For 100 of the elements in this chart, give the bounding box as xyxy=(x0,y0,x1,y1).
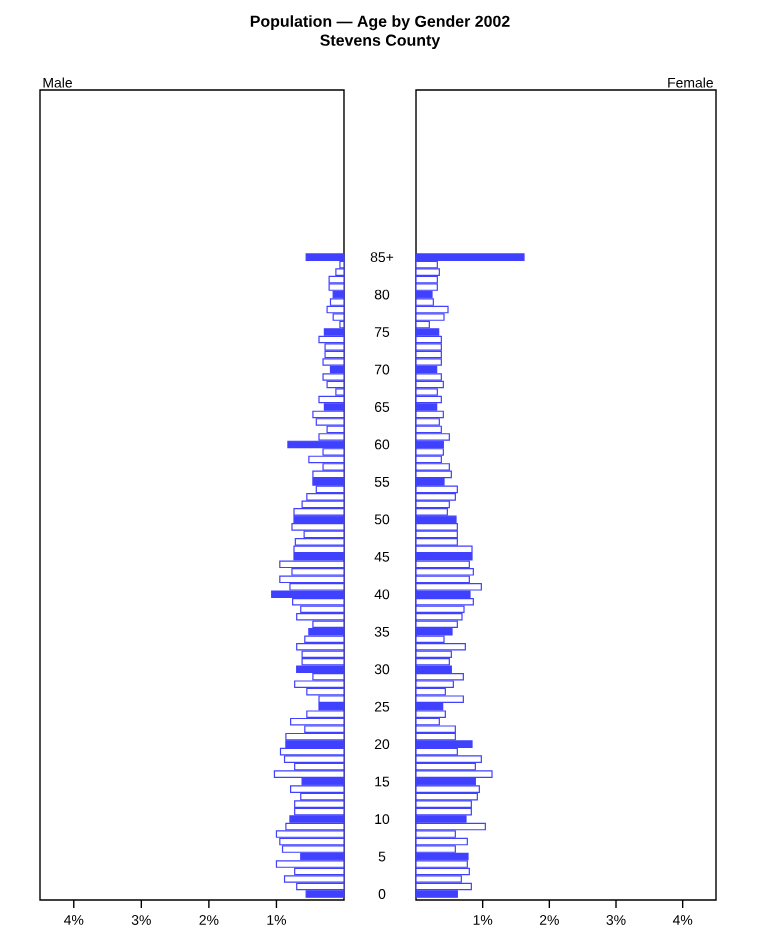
bar xyxy=(294,538,345,546)
bar xyxy=(415,358,442,366)
bar xyxy=(275,830,345,838)
bar xyxy=(279,560,345,569)
bar xyxy=(415,350,442,359)
bar xyxy=(312,410,345,419)
bar xyxy=(415,530,458,539)
bar xyxy=(415,425,442,434)
bar xyxy=(324,343,345,351)
bar xyxy=(415,343,442,351)
bar xyxy=(415,672,464,681)
bar xyxy=(415,837,468,846)
bar xyxy=(308,455,345,464)
bar xyxy=(415,455,442,464)
bar xyxy=(415,695,464,703)
bar xyxy=(304,635,345,644)
bar xyxy=(415,485,458,494)
bar xyxy=(329,365,345,374)
bar xyxy=(289,815,345,823)
bar xyxy=(415,852,469,861)
bar xyxy=(296,642,345,651)
bar xyxy=(415,612,463,621)
bar xyxy=(415,515,457,524)
bar xyxy=(415,785,480,793)
bar xyxy=(415,882,472,891)
bar xyxy=(312,478,345,486)
bar xyxy=(415,305,449,314)
bar xyxy=(415,388,438,396)
bar xyxy=(329,298,345,306)
bar xyxy=(415,642,466,651)
bar xyxy=(300,605,345,614)
bar xyxy=(415,807,472,816)
bar xyxy=(275,860,345,868)
bar xyxy=(285,732,345,741)
bar xyxy=(306,493,345,501)
bar xyxy=(279,747,345,756)
bar xyxy=(287,440,345,449)
bar xyxy=(415,598,474,606)
bar xyxy=(415,620,458,629)
bar xyxy=(415,725,456,733)
bar xyxy=(415,627,453,636)
bar xyxy=(415,792,478,801)
bar xyxy=(290,717,345,726)
bar xyxy=(293,545,345,554)
bar xyxy=(301,650,345,659)
bar xyxy=(308,627,345,636)
bar xyxy=(415,328,440,336)
bar xyxy=(415,380,444,389)
bar xyxy=(415,335,442,344)
bar xyxy=(415,365,438,374)
bar xyxy=(415,470,452,479)
bar xyxy=(415,418,440,426)
bar xyxy=(279,575,345,584)
bar xyxy=(415,253,525,261)
bar xyxy=(305,253,345,261)
bar xyxy=(271,590,345,599)
bar xyxy=(415,560,470,569)
bar xyxy=(294,800,345,808)
bar xyxy=(273,770,345,778)
bar xyxy=(281,845,345,853)
bar xyxy=(415,373,442,381)
bar xyxy=(296,665,345,674)
bar xyxy=(312,470,345,479)
bar xyxy=(326,305,345,314)
bar xyxy=(290,785,345,793)
bar xyxy=(415,553,473,561)
bar xyxy=(326,380,345,389)
bar xyxy=(415,523,458,531)
bar xyxy=(322,373,345,381)
bar xyxy=(415,500,450,509)
bar xyxy=(294,680,345,688)
bar xyxy=(415,755,482,763)
bar xyxy=(415,568,474,576)
bar xyxy=(324,350,345,359)
bar xyxy=(315,418,345,426)
bar xyxy=(332,290,345,299)
bar xyxy=(415,283,438,291)
bar xyxy=(294,807,345,816)
bar xyxy=(415,433,450,441)
bar xyxy=(323,328,345,336)
bar xyxy=(415,440,444,449)
bar xyxy=(415,867,470,876)
bar xyxy=(415,770,493,778)
bar xyxy=(415,800,472,808)
bar xyxy=(415,448,444,456)
bar xyxy=(328,275,345,284)
bar xyxy=(415,822,486,831)
bar xyxy=(415,395,442,404)
bar xyxy=(415,463,450,471)
bar xyxy=(318,335,345,344)
bar xyxy=(318,395,345,404)
bar xyxy=(301,657,345,666)
bar xyxy=(415,657,450,666)
bar xyxy=(415,290,433,299)
bar xyxy=(415,275,438,284)
bar xyxy=(415,268,440,276)
bar xyxy=(415,313,445,321)
bar xyxy=(322,358,345,366)
bar xyxy=(279,837,345,846)
bar xyxy=(415,860,468,868)
